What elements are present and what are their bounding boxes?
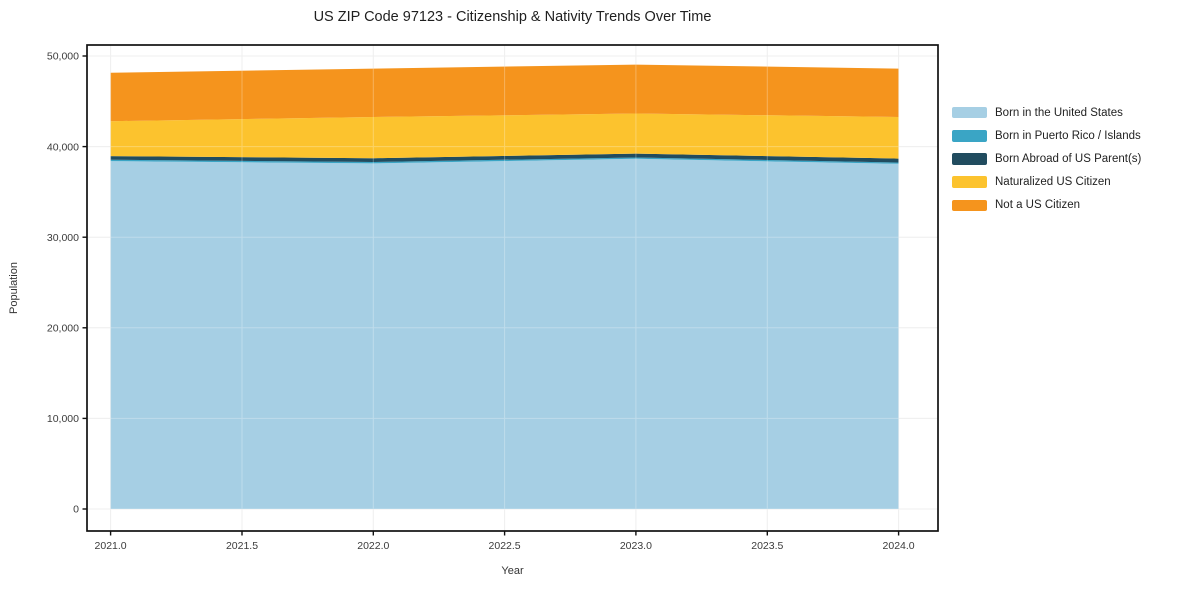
y-tick-label: 40,000 xyxy=(47,141,79,153)
legend-swatch xyxy=(952,130,987,142)
area-series-3 xyxy=(110,113,899,159)
x-tick-label: 2022.0 xyxy=(357,540,389,552)
area-series-2 xyxy=(110,153,899,163)
area-series-0 xyxy=(110,158,899,510)
y-tick-label: 10,000 xyxy=(47,413,79,425)
legend-label: Born Abroad of US Parent(s) xyxy=(995,152,1142,165)
legend-item: Not a US Citizen xyxy=(952,194,1141,217)
legend-label: Born in the United States xyxy=(995,106,1123,119)
legend-label: Born in Puerto Rico / Islands xyxy=(995,129,1141,142)
legend-swatch xyxy=(952,176,987,188)
x-axis-label: Year xyxy=(501,565,524,577)
x-tick-label: 2023.5 xyxy=(751,540,783,552)
x-tick-label: 2021.0 xyxy=(95,540,127,552)
x-tick-label: 2022.5 xyxy=(489,540,521,552)
legend-item: Born Abroad of US Parent(s) xyxy=(952,147,1141,170)
legend-label: Not a US Citizen xyxy=(995,199,1081,212)
plot-frame xyxy=(86,44,939,532)
y-axis-label: Population xyxy=(8,262,20,314)
legend-swatch xyxy=(952,153,987,165)
legend-swatch xyxy=(952,106,987,119)
legend-item: Naturalized US Citizen xyxy=(952,171,1141,194)
grid-over xyxy=(87,45,938,531)
legend-item: Born in Puerto Rico / Islands xyxy=(952,124,1141,147)
x-tick-label: 2023.0 xyxy=(620,540,652,552)
legend: Born in the United States Born in Puerto … xyxy=(952,101,1141,217)
x-tick-label: 2024.0 xyxy=(883,540,915,552)
x-tick-label: 2021.5 xyxy=(226,540,258,552)
y-tick-label: 30,000 xyxy=(47,232,79,244)
legend-label: Naturalized US Citizen xyxy=(995,176,1111,189)
y-tick-label: 20,000 xyxy=(47,323,79,335)
area-series-4 xyxy=(110,64,899,122)
legend-item: Born in the United States xyxy=(952,101,1141,124)
chart-title: US ZIP Code 97123 - Citizenship & Nativi… xyxy=(313,9,712,25)
legend-swatch xyxy=(952,199,987,212)
y-tick-label: 50,000 xyxy=(47,51,79,63)
y-tick-label: 0 xyxy=(73,504,79,516)
area-series-1 xyxy=(110,157,899,164)
